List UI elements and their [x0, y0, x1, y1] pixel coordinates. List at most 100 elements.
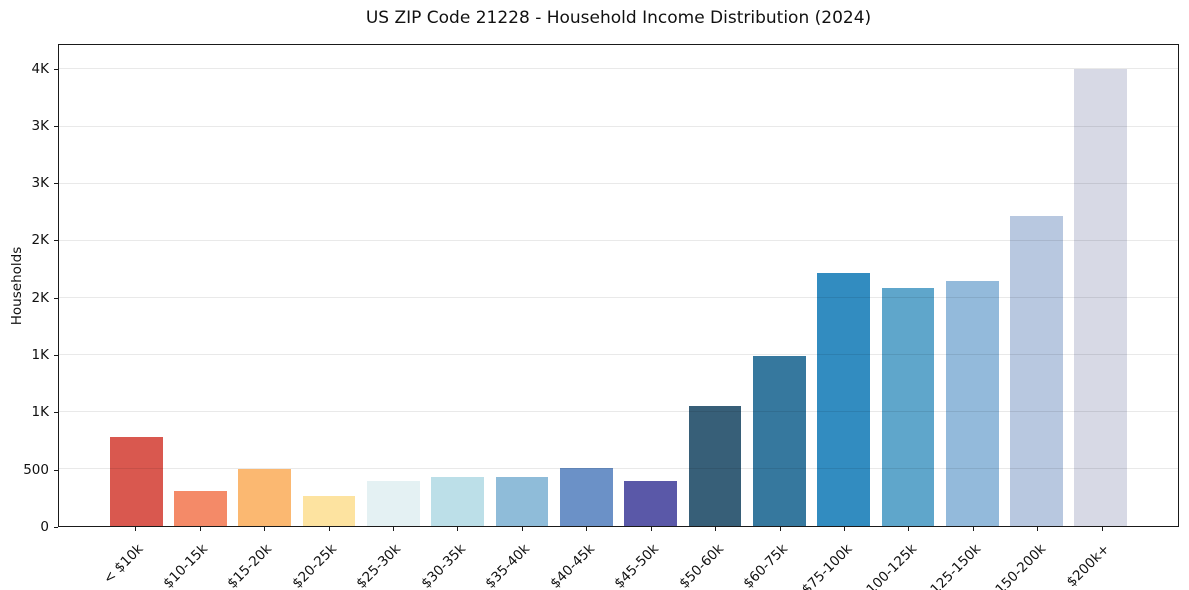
- x-tick-mark-30-35k: [457, 527, 459, 531]
- x-labels: < $10k $10-15k $15-20k $20-25k $25-30k $30-35…: [58, 533, 1179, 590]
- bar-150-200k: [1010, 216, 1063, 526]
- x-label-slot-60-75k: $60-75k: [740, 533, 811, 590]
- x-label-slot-40-45k: $40-45k: [547, 533, 618, 590]
- gridline-1000: [59, 410, 1178, 412]
- x-label-slot-100-125k: $100-125k: [857, 533, 940, 590]
- bar-slot-10-15k: [168, 45, 232, 526]
- y-tick-mark-3500: [54, 125, 58, 127]
- bar-slot-75-100k: [811, 45, 875, 526]
- x-tick-label-20-25k: $20-25k: [289, 541, 340, 590]
- x-label-slot-10k: < $10k: [100, 533, 167, 589]
- bar-25-30k: [367, 480, 420, 526]
- x-tick-mark-15-20k: [264, 527, 266, 531]
- x-tick-mark-45-50k: [650, 527, 652, 531]
- x-label-slot-30-35k: $30-35k: [418, 533, 489, 590]
- x-tick-label-15-20k: $15-20k: [224, 541, 276, 590]
- x-tick-label-30-35k: $30-35k: [418, 541, 469, 590]
- x-axis: [58, 527, 1179, 532]
- y-tick-label-4000: 4K: [31, 60, 49, 77]
- bar-slot-125-150k: [940, 45, 1004, 526]
- bar-slot-15-20k: [233, 45, 297, 526]
- x-label-slot-200k: $200k+: [1064, 533, 1134, 590]
- y-tick-label-3500: 3K: [31, 117, 49, 134]
- bar-slot-20-25k: [297, 45, 361, 526]
- x-tick-mark-100-125k: [908, 527, 910, 531]
- bar-slot-35-40k: [490, 45, 554, 526]
- x-tick-mark-35-40k: [521, 527, 523, 531]
- chart-title: US ZIP Code 21228 - Household Income Dis…: [365, 8, 872, 28]
- x-label-slot-25-30k: $25-30k: [354, 533, 425, 590]
- bar-30-35k: [431, 476, 485, 526]
- y-tick-mark-0: [54, 527, 58, 528]
- x-tick-mark-10-15k: [199, 527, 201, 531]
- gridline-4000: [59, 68, 1178, 70]
- bar-60-75k: [752, 355, 806, 526]
- bar-35-40k: [495, 476, 549, 526]
- x-tick-label-60-75k: $60-75k: [740, 541, 791, 590]
- x-label-slot-75-100k: $75-100k: [799, 533, 876, 590]
- x-tick-mark-10k: [135, 527, 137, 531]
- y-tick-mark-2500: [54, 240, 58, 242]
- gridline-1500: [59, 353, 1178, 355]
- bar-slot-50-60k: [683, 45, 747, 526]
- y-tick-label-500: 500: [23, 461, 49, 478]
- bars-container: [59, 45, 1178, 526]
- x-tick-label-50-60k: $50-60k: [675, 541, 727, 590]
- x-tick-label-40-45k: $40-45k: [546, 541, 598, 590]
- bar-slot-45-50k: [619, 45, 683, 526]
- gridline-3500: [59, 125, 1178, 127]
- x-label-slot-10-15k: $10-15k: [160, 533, 231, 590]
- y-tick-mark-500: [54, 469, 58, 471]
- x-label-slot-20-25k: $20-25k: [289, 533, 360, 590]
- plot-area: [58, 44, 1179, 527]
- y-tick-mark-4000: [54, 68, 58, 70]
- gridline-2500: [59, 239, 1178, 241]
- x-tick-label-25-30k: $25-30k: [353, 541, 405, 590]
- bar-125-150k: [945, 280, 999, 526]
- x-tick-mark-200k: [1101, 527, 1103, 531]
- bar-40-45k: [559, 467, 613, 526]
- x-label-slot-45-50k: $45-50k: [611, 533, 683, 590]
- bar-slot-10k: [104, 45, 168, 526]
- bar-slot-150-200k: [1004, 45, 1068, 526]
- bar-15-20k: [238, 468, 292, 526]
- bar-10-15k: [174, 490, 227, 526]
- gridline-500: [59, 467, 1178, 469]
- bar-slot-40-45k: [554, 45, 618, 526]
- x-label-slot-125-150k: $125-150k: [921, 533, 1005, 590]
- x-label-slot-15-20k: $15-20k: [225, 533, 296, 590]
- gridline-3000: [59, 182, 1178, 184]
- x-tick-mark-60-75k: [779, 527, 781, 531]
- y-tick-label-1500: 1K: [31, 347, 49, 364]
- bar-slot-200k: [1069, 45, 1133, 526]
- x-label-slot-35-40k: $35-40k: [482, 533, 554, 590]
- bar-200k: [1074, 68, 1128, 526]
- bar-50-60k: [688, 406, 742, 526]
- x-tick-label-45-50k: $45-50k: [611, 541, 663, 590]
- y-tick-mark-3000: [54, 183, 58, 185]
- x-tick-label-35-40k: $35-40k: [482, 541, 534, 590]
- x-tick-mark-75-100k: [844, 527, 846, 531]
- bar-100-125k: [881, 288, 935, 526]
- x-tick-mark-50-60k: [715, 527, 717, 531]
- bar-slot-60-75k: [747, 45, 811, 526]
- y-tick-mark-1500: [54, 355, 58, 357]
- bar-slot-30-35k: [426, 45, 490, 526]
- x-tick-mark-125-150k: [972, 527, 974, 531]
- y-axis: 0 500 1K 1K 2K 2K 3K 3K 4K: [0, 44, 58, 535]
- x-label-slot-50-60k: $50-60k: [676, 533, 747, 590]
- x-tick-mark-20-25k: [328, 527, 330, 531]
- bar-slot-25-30k: [361, 45, 425, 526]
- x-tick-label-10k: < $10k: [100, 541, 147, 588]
- gridline-2000: [59, 296, 1178, 298]
- y-tick-label-2000: 2K: [31, 289, 49, 306]
- x-label-slot-150-200k: $150-200k: [986, 533, 1069, 590]
- bar-75-100k: [817, 272, 870, 526]
- y-tick-label-3000: 3K: [31, 175, 49, 192]
- x-tick-label-10-15k: $10-15k: [160, 541, 211, 590]
- y-tick-label-1000: 1K: [31, 404, 49, 421]
- x-tick-mark-40-45k: [586, 527, 588, 531]
- bar-45-50k: [624, 480, 678, 526]
- y-tick-mark-2000: [54, 297, 58, 299]
